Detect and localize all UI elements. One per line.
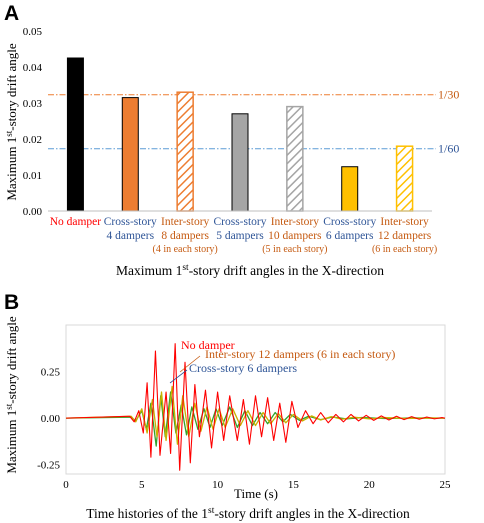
panel-a-y-tick-label: 0.01 <box>23 170 42 182</box>
panel-a-y-axis-label-sup: st <box>4 130 14 137</box>
category-label-inter8: 8 dampers <box>161 230 209 242</box>
panel-a-caption-rest: -story drift angles in the X-direction <box>189 263 385 278</box>
category-label-inter12: Inter-story <box>380 216 429 228</box>
panel-b-x-tick-label: 10 <box>212 479 224 491</box>
category-sublabel-inter12: (6 in each story) <box>372 244 437 255</box>
category-label-inter10: Inter-story <box>271 216 320 228</box>
category-label-inter10: 10 dampers <box>268 230 322 242</box>
panel-a-y-tick-label: 0.04 <box>23 62 43 74</box>
series-annotation-2: Cross-story 6 dampers <box>189 361 297 375</box>
panel-a-y-tick-label: 0.02 <box>23 134 42 146</box>
panel-b-y-axis-label: Maximum 1st-story drift angle <box>4 316 19 474</box>
panel-b-y-tick-label: 0.00 <box>41 413 61 425</box>
category-label-cross6: 6 dampers <box>326 230 374 242</box>
bar-inter8 <box>176 91 194 212</box>
panel-b-caption-rest: -story drift angles in the X-direction <box>214 506 410 521</box>
panel-a-y-tick-label: 0.03 <box>23 98 43 110</box>
panel-a-reference-lines: 1/30 1/60 <box>48 88 459 156</box>
panel-b-caption-main: Time histories of the 1 <box>86 506 208 521</box>
panel-a-caption-main: Maximum 1 <box>116 263 182 278</box>
panel-a-y-axis-label-main: Maximum 1 <box>4 137 19 201</box>
panel-b-x-tick-label: 5 <box>139 479 145 491</box>
panel-a-letter: A <box>4 2 19 25</box>
category-label-cross4: 4 dampers <box>106 230 154 242</box>
panel-b-x-tick-label: 20 <box>364 479 376 491</box>
reference-line-label: 1/60 <box>438 142 459 156</box>
panel-b-caption-sup: st <box>208 506 215 516</box>
panel-a-bars <box>66 57 414 212</box>
series-line-0 <box>65 343 446 471</box>
bar-inter10 <box>286 105 304 212</box>
series-annotation-0: No damper <box>181 338 235 352</box>
panel-b-y-axis-label-rest: -story drift angle <box>4 316 19 404</box>
panel-a-y-tick-label: 0.00 <box>23 206 43 218</box>
bar-no_damper <box>66 57 84 212</box>
panel-b-y-axis-label-main: Maximum 1 <box>4 410 19 474</box>
panel-b-y-tick-label: 0.25 <box>41 367 61 379</box>
panel-a-y-axis-label-rest: -story drift angle <box>4 43 19 131</box>
category-label-cross5: Cross-story <box>213 216 266 228</box>
category-label-inter12: 12 dampers <box>378 230 432 242</box>
panel-b-series <box>65 343 446 471</box>
panel-a-y-ticks: 0.00 0.01 0.02 0.03 0.04 0.05 <box>23 26 43 218</box>
panel-b-caption: Time histories of the 1st-story drift an… <box>86 506 410 521</box>
panel-a-y-tick-label: 0.05 <box>23 26 43 38</box>
bar-cross5 <box>231 113 249 212</box>
annotation-leader-inter12 <box>179 355 201 373</box>
category-label-inter8: Inter-story <box>161 216 210 228</box>
panel-b-y-tick-label: -0.25 <box>37 460 60 472</box>
panel-b-plot-frame <box>65 324 446 475</box>
category-sublabel-inter8: (4 in each story) <box>153 244 218 255</box>
series-annotation-1: Inter-story 12 dampers (6 in each story) <box>205 347 395 361</box>
panel-b-y-ticks: -0.25 0.00 0.25 <box>37 367 60 472</box>
panel-b-x-axis-label: Time (s) <box>234 486 278 501</box>
panel-a-y-axis-label: Maximum 1st-story drift angle <box>4 43 19 201</box>
panel-b-x-tick-label: 25 <box>440 479 452 491</box>
category-sublabel-inter10: (5 in each story) <box>262 244 327 255</box>
panel-a-caption-sup: st <box>182 263 189 273</box>
category-label-cross6: Cross-story <box>323 216 376 228</box>
reference-line-label: 1/30 <box>438 88 459 102</box>
bar-inter12 <box>395 145 414 212</box>
panel-b-letter: B <box>4 291 19 314</box>
category-label-no_damper: No damper <box>50 216 102 228</box>
bar-cross6 <box>341 166 359 212</box>
series-line-1 <box>65 385 445 445</box>
annotation-leader-cross6 <box>169 369 188 384</box>
panel-b-x-tick-label: 15 <box>288 479 300 491</box>
panel-a-caption: Maximum 1st-story drift angles in the X-… <box>116 263 384 278</box>
category-label-cross4: Cross-story <box>104 216 157 228</box>
panel-b-y-axis-label-sup: st <box>4 403 14 410</box>
panel-b-x-tick-label: 0 <box>63 479 69 491</box>
bar-cross4 <box>121 97 139 212</box>
category-label-cross5: 5 dampers <box>216 230 264 242</box>
panel-b-x-ticks: 0 5 10 15 20 25 <box>63 479 451 491</box>
